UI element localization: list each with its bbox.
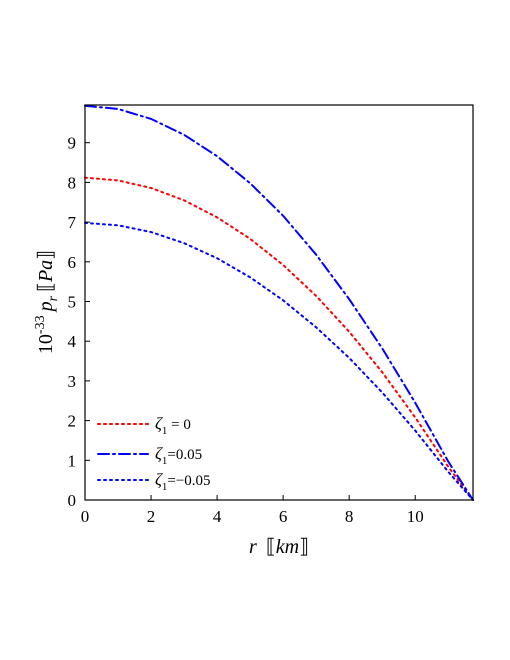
x-tick-label: 6: [279, 507, 288, 526]
series-line-1: [84, 104, 474, 501]
y-tick-label: 6: [68, 253, 77, 272]
x-axis-label: r ⟦km⟧: [249, 536, 309, 558]
legend-label-2: ζ1=−0.05: [155, 470, 211, 493]
plot-frame: [84, 104, 474, 501]
y-tick-label: 4: [68, 332, 77, 351]
y-tick-label: 7: [68, 213, 77, 232]
series-line-0: [84, 176, 474, 501]
y-tick-label: 0: [68, 491, 77, 510]
y-tick-label: 1: [68, 451, 77, 470]
y-tick-label: 8: [68, 173, 77, 192]
x-tick-label: 2: [147, 507, 156, 526]
x-tick-label: 10: [407, 507, 424, 526]
y-tick-label: 3: [68, 372, 77, 391]
y-tick-label: 9: [68, 134, 77, 153]
x-tick-label: 4: [213, 507, 222, 526]
legend-label-0: ζ1 = 0: [155, 414, 191, 437]
y-tick-label: 2: [68, 412, 77, 431]
x-tick-label: 0: [81, 507, 90, 526]
y-axis-label: 10-33pr⟦Pa⟧: [33, 250, 61, 354]
y-tick-label: 5: [68, 293, 77, 312]
series-line-2: [84, 221, 474, 501]
legend-label-1: ζ1=0.05: [155, 444, 202, 467]
x-tick-label: 8: [345, 507, 354, 526]
